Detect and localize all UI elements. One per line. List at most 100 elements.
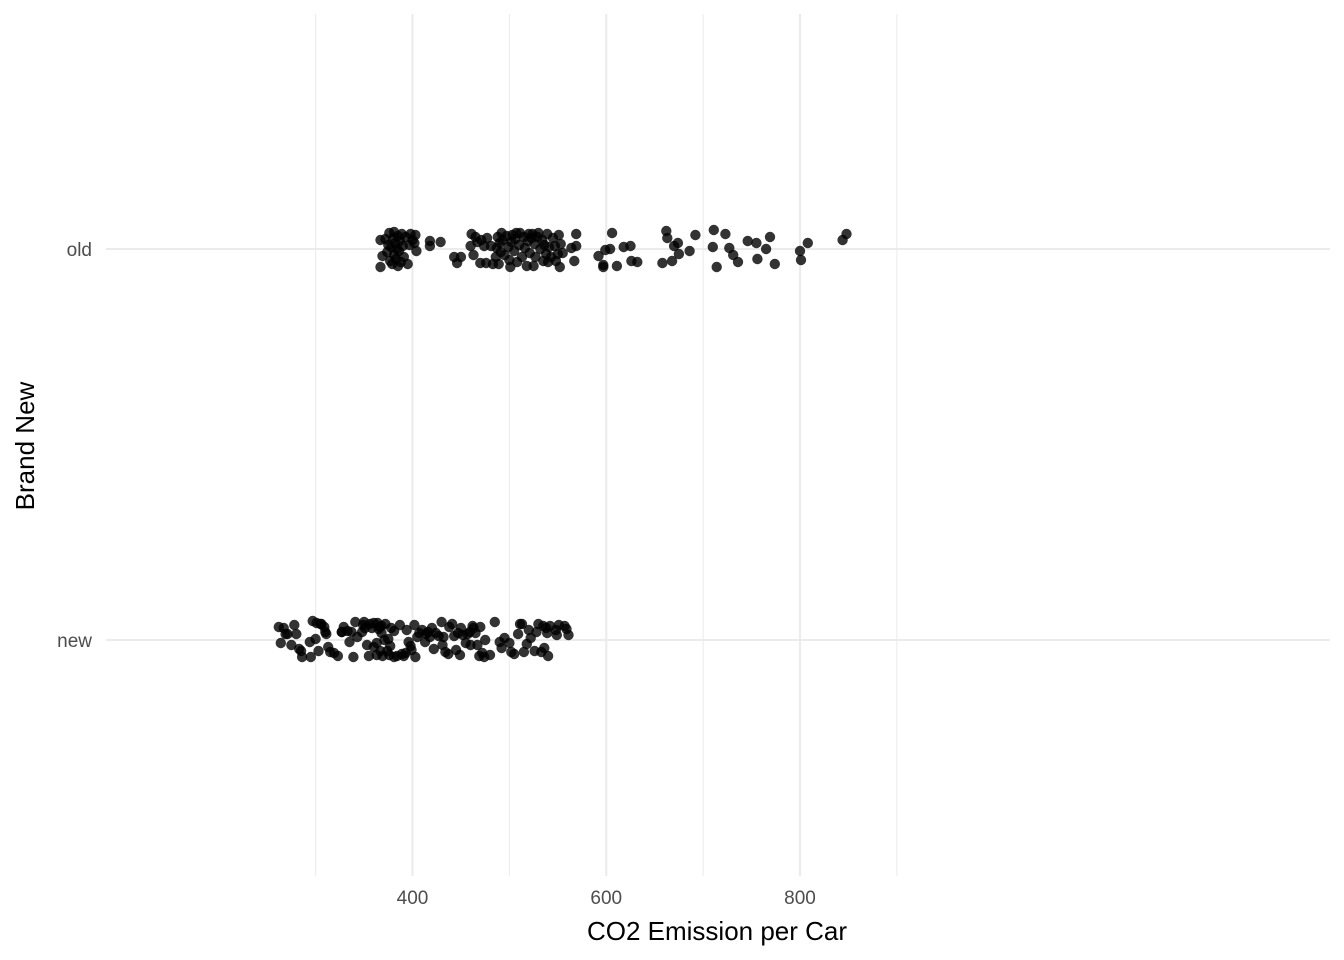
data-point-new	[275, 637, 286, 649]
x-tick-label: 400	[397, 888, 429, 909]
data-point-old	[554, 261, 565, 273]
data-point-new	[363, 650, 375, 662]
data-point-new	[305, 651, 316, 663]
data-point-new	[428, 643, 439, 655]
data-point-new	[551, 629, 562, 641]
data-point-old	[672, 237, 684, 249]
data-point-old	[764, 231, 776, 243]
data-point-new	[350, 616, 361, 628]
data-point-old	[673, 248, 685, 260]
data-point-old	[684, 245, 695, 257]
data-point-new	[512, 628, 524, 640]
data-point-old	[690, 229, 701, 241]
data-point-old	[402, 258, 413, 270]
data-point-new	[436, 616, 447, 628]
data-point-old	[752, 253, 763, 265]
data-point-old	[569, 255, 580, 267]
data-point-old	[424, 240, 436, 252]
data-point-old	[571, 240, 582, 252]
data-point-old	[841, 228, 852, 240]
data-point-new	[385, 640, 396, 652]
data-point-new	[410, 651, 421, 663]
data-point-new	[409, 619, 420, 631]
data-point-old	[760, 243, 772, 255]
data-point-new	[504, 637, 515, 649]
data-point-new	[296, 651, 308, 663]
data-point-old	[662, 232, 673, 244]
x-tick-label: 600	[590, 888, 622, 909]
data-point-new	[321, 628, 332, 640]
data-point-old	[795, 254, 807, 266]
data-point-new	[291, 628, 302, 640]
data-point-old	[742, 235, 753, 247]
data-point-old	[411, 245, 422, 257]
data-point-old	[553, 229, 564, 241]
data-point-new	[509, 648, 520, 660]
data-point-old	[530, 251, 541, 263]
data-point-old	[769, 258, 780, 270]
data-points	[273, 224, 852, 663]
data-point-old	[611, 260, 623, 272]
data-point-new	[348, 651, 359, 663]
data-point-old	[528, 260, 539, 272]
y-tick-label-new: new	[57, 631, 92, 652]
data-point-old	[598, 261, 609, 273]
data-point-new	[518, 646, 530, 658]
data-point-new	[313, 645, 324, 657]
data-point-new	[438, 631, 449, 643]
grid	[106, 14, 1330, 876]
data-point-old	[732, 256, 744, 268]
data-point-old	[375, 261, 386, 273]
data-point-old	[571, 228, 582, 240]
data-point-old	[711, 261, 722, 273]
data-point-new	[344, 636, 355, 648]
data-point-old	[802, 237, 813, 249]
data-point-new	[496, 642, 507, 654]
data-point-new	[542, 650, 554, 662]
y-tick-label-old: old	[67, 240, 92, 261]
data-point-new	[516, 618, 528, 630]
data-point-new	[286, 639, 297, 651]
data-point-old	[625, 240, 636, 252]
data-point-new	[539, 642, 550, 654]
data-point-old	[468, 249, 479, 261]
data-point-old	[455, 251, 467, 263]
data-point-new	[447, 618, 458, 630]
data-point-new	[531, 626, 542, 638]
data-point-new	[484, 649, 496, 661]
data-point-new	[310, 633, 321, 645]
x-tick-labels: 400 600 800	[397, 888, 816, 909]
data-point-old	[632, 256, 643, 268]
data-point-old	[555, 238, 566, 250]
data-point-old	[593, 250, 604, 262]
y-axis-title: Brand New	[10, 381, 40, 510]
data-point-old	[657, 257, 668, 269]
data-point-old	[720, 228, 731, 240]
y-tick-labels: new old	[57, 240, 92, 652]
data-point-old	[708, 224, 719, 236]
data-point-new	[289, 619, 300, 631]
data-point-old	[409, 237, 420, 249]
data-point-old	[435, 236, 446, 248]
data-point-new	[475, 621, 486, 633]
data-point-old	[493, 258, 504, 270]
x-tick-label: 800	[784, 888, 816, 909]
data-point-new	[480, 634, 491, 646]
data-point-new	[282, 628, 293, 640]
data-point-new	[489, 616, 500, 628]
data-point-old	[794, 245, 806, 257]
data-point-old	[751, 237, 762, 249]
data-point-old	[410, 229, 421, 241]
data-point-new	[563, 629, 574, 641]
data-point-old	[481, 232, 493, 244]
data-point-old	[707, 241, 718, 253]
data-point-new	[401, 624, 412, 636]
data-point-old	[516, 251, 528, 263]
x-axis-title: CO2 Emission per Car	[587, 916, 847, 946]
data-point-old	[606, 227, 618, 239]
data-point-new	[332, 650, 344, 662]
data-point-new	[472, 639, 483, 651]
data-point-old	[604, 243, 616, 255]
data-point-new	[443, 648, 454, 660]
